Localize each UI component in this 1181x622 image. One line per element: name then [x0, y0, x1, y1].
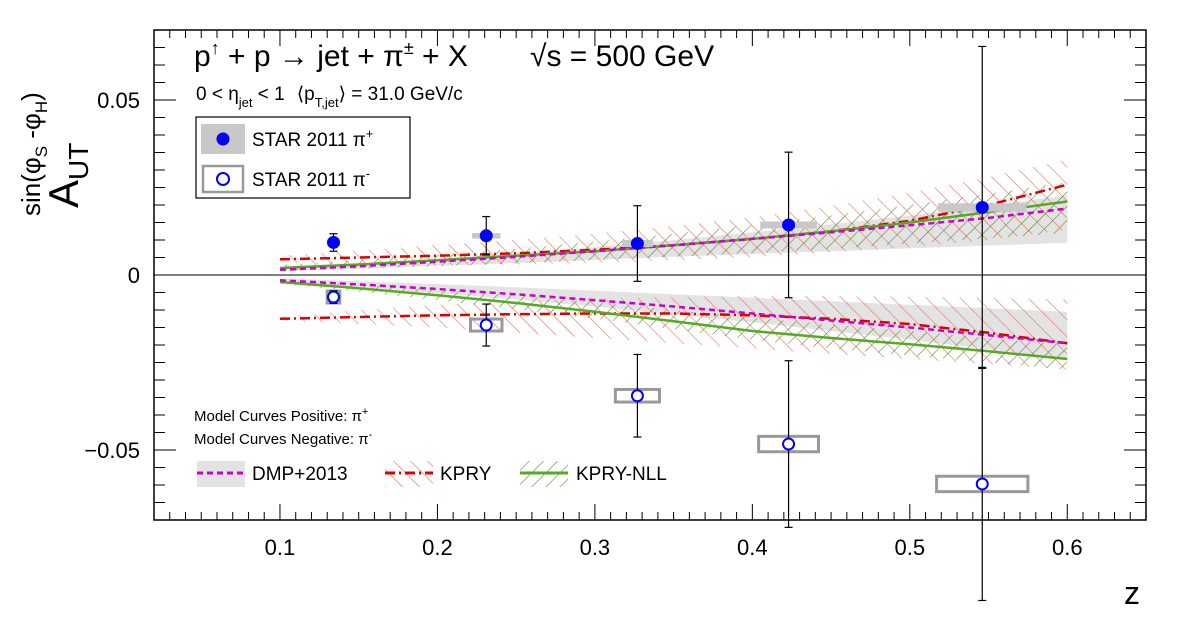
data-point-pos	[479, 229, 493, 243]
legend-marker-pos	[216, 132, 230, 146]
model-legend: DMP+2013 KPRY KPRY-NLL	[197, 461, 667, 487]
data-markers	[327, 200, 989, 491]
y-tick-label: 0	[128, 263, 140, 288]
data-point-neg	[327, 290, 341, 304]
chart-energy: √s = 500 GeV	[530, 40, 714, 73]
model-negative-label: Model Curves Negative: π-	[194, 429, 373, 448]
data-point-pos	[630, 237, 644, 250]
svg-text:sin(φS -φH): sin(φS -φH)	[16, 92, 51, 216]
data-point-neg	[782, 437, 796, 451]
legend-label-pos: STAR 2011 π+	[252, 126, 373, 151]
chart-title: p↑ + p → jet + π± + X	[194, 38, 468, 73]
x-tick-label: 0.5	[895, 535, 926, 560]
kpry-nll-curve	[279, 280, 1068, 361]
y-axis-label: AUT sin(φS -φH)	[16, 92, 94, 216]
legend-nll-label: KPRY-NLL	[576, 464, 667, 485]
legend-dmp-label: DMP+2013	[252, 464, 348, 485]
legend-sys-box-neg	[201, 164, 245, 194]
dmp-curve	[279, 207, 1068, 272]
tick-labels: 0.1 0.2 0.3 0.4 0.5 0.6 0.05 0 −0.05	[84, 88, 1082, 560]
data-point-neg	[479, 318, 493, 332]
legend-marker-neg	[216, 172, 230, 186]
dmp-curve	[279, 279, 1068, 345]
data-legend: STAR 2011 π+ STAR 2011 π-	[195, 116, 411, 199]
x-tick-label: 0.3	[580, 535, 611, 560]
legend-kpry-label: KPRY	[440, 464, 492, 485]
x-tick-label: 0.4	[737, 535, 768, 560]
x-tick-label: 0.6	[1052, 535, 1083, 560]
kpry-nll-band	[280, 280, 1068, 370]
data-point-pos	[327, 235, 341, 249]
model-curves	[279, 183, 1068, 361]
model-positive-label: Model Curves Positive: π+	[194, 406, 368, 425]
legend-label-neg: STAR 2011 π-	[252, 166, 370, 191]
data-point-pos	[782, 218, 796, 232]
x-tick-label: 0.2	[422, 535, 453, 560]
y-tick-label: −0.05	[84, 438, 140, 463]
x-tick-label: 0.1	[265, 535, 296, 560]
y-tick-label: 0.05	[97, 88, 140, 113]
data-point-pos	[975, 200, 989, 214]
chart-subtitle: 0 < ηjet < 1 ⟨pT,jet⟩ = 31.0 GeV/c	[196, 84, 463, 110]
data-point-neg	[630, 389, 644, 403]
axis-ticks	[154, 29, 1146, 521]
svg-text:AUT: AUT	[40, 143, 94, 208]
x-axis-label: z	[1124, 575, 1140, 611]
data-point-neg	[975, 477, 989, 491]
